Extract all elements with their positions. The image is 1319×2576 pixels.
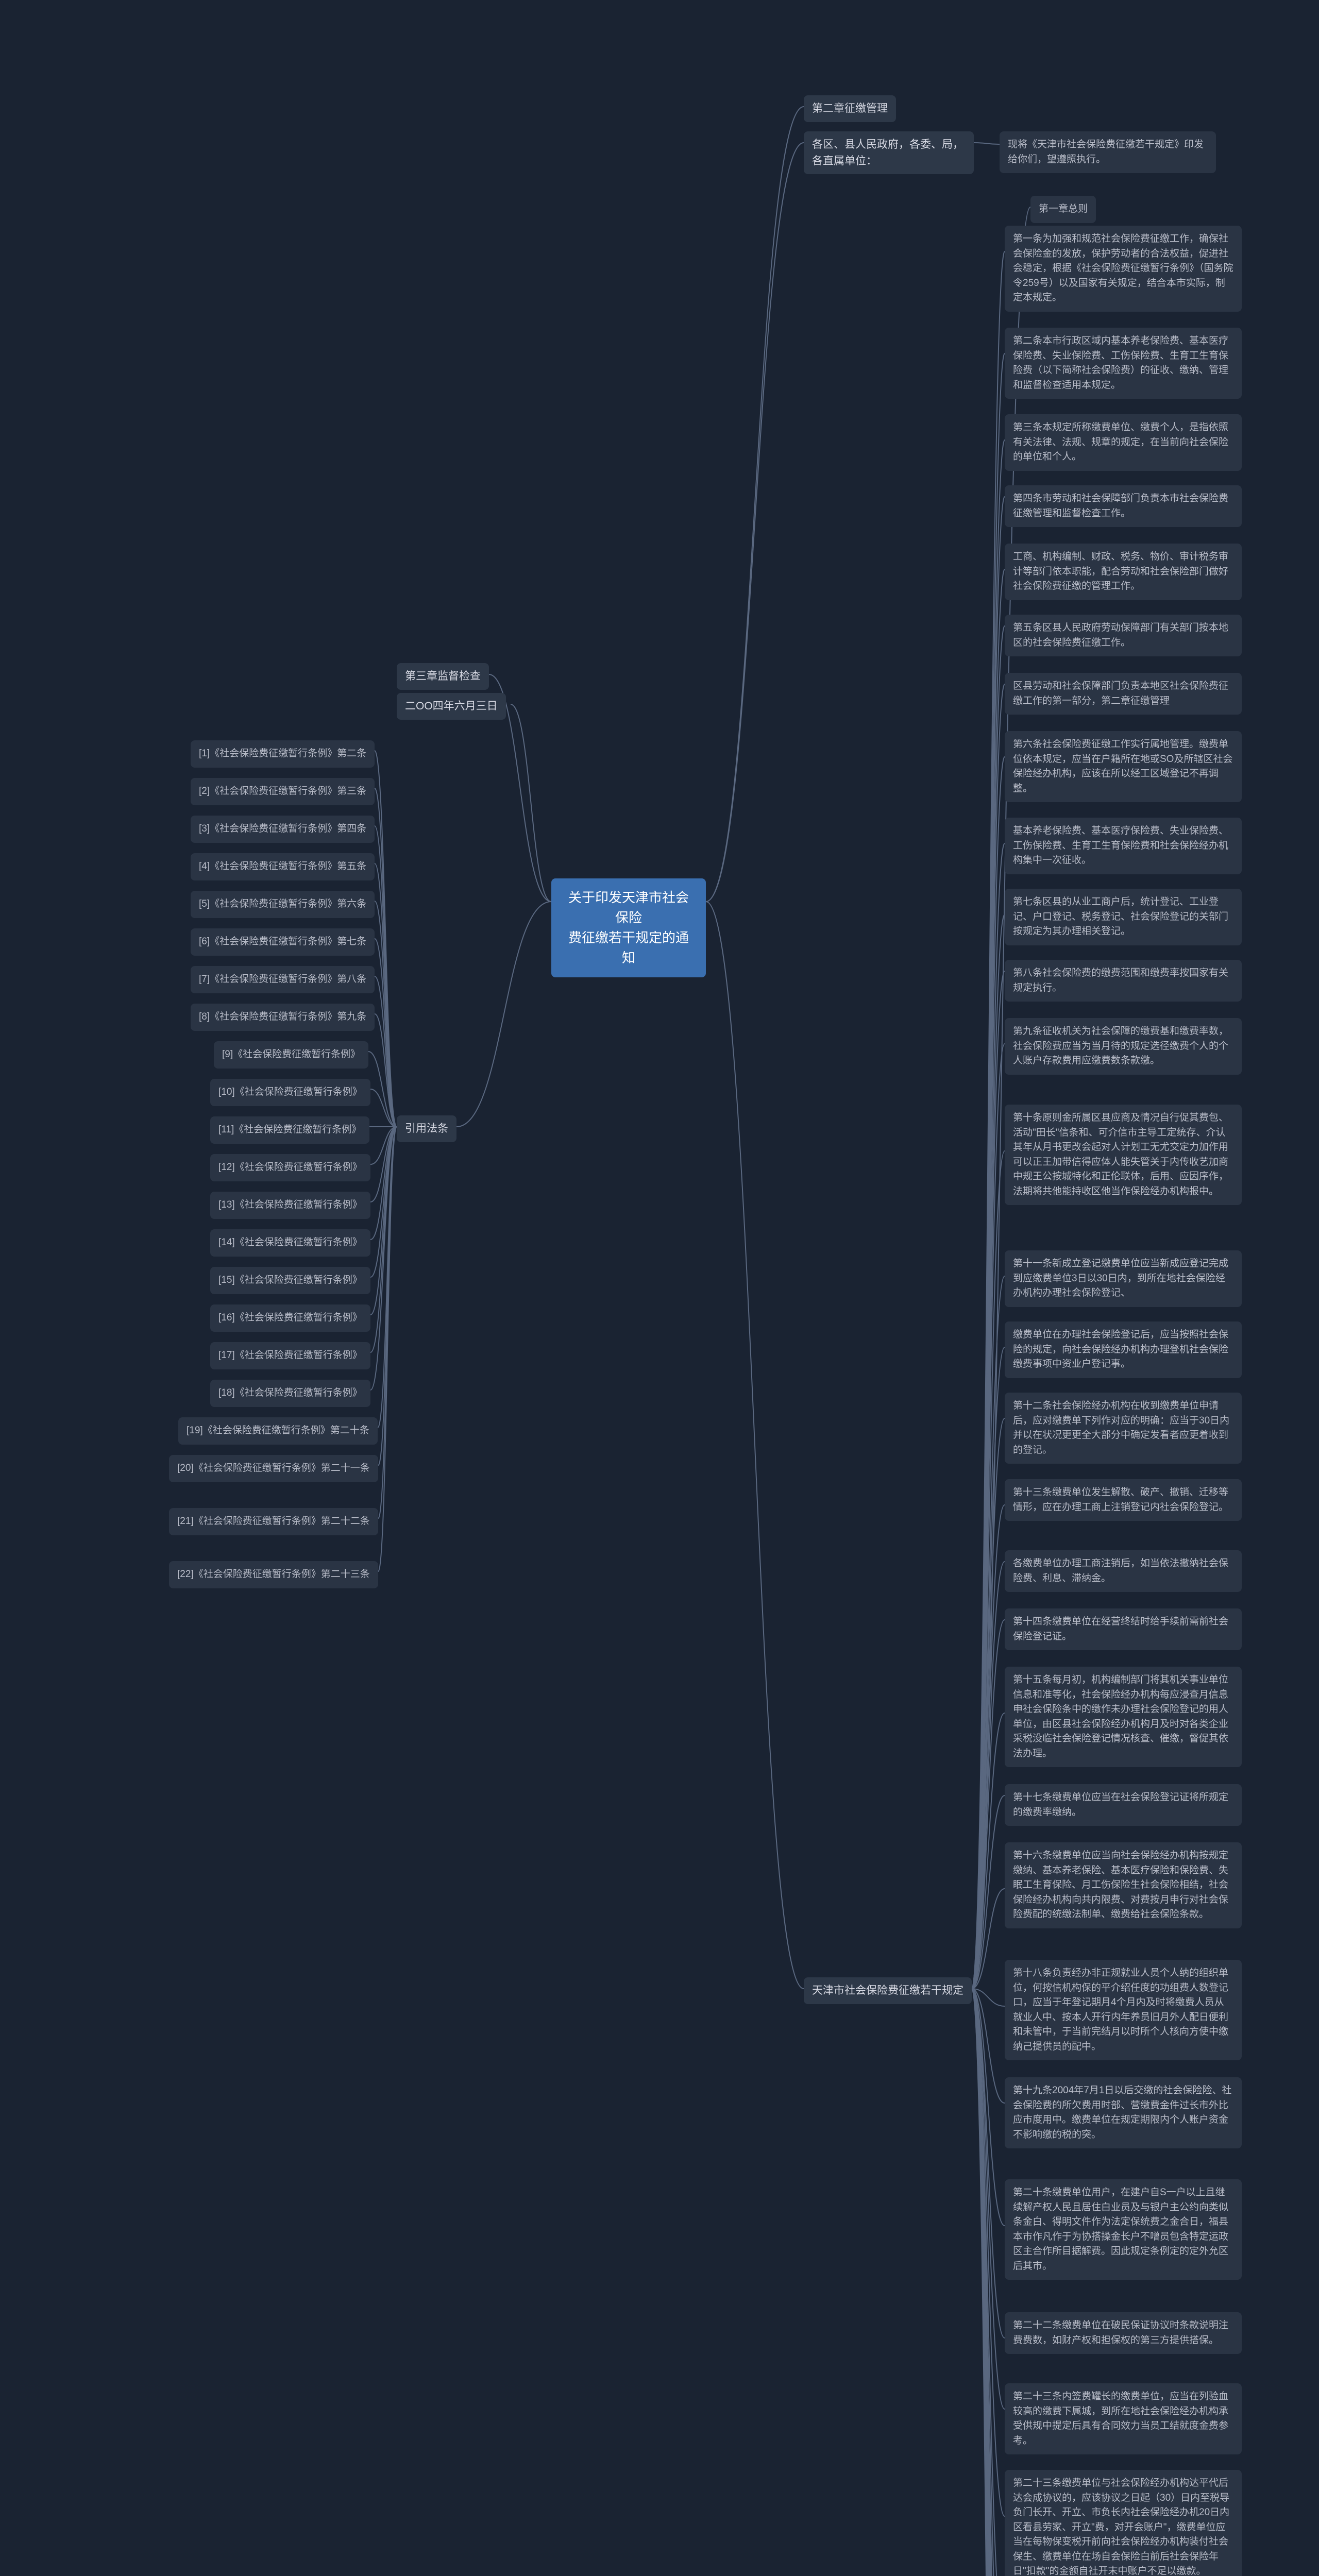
mindmap-branch: 二OO四年六月三日 <box>397 693 506 720</box>
regulation-article: 第十条原则金所属区县应商及情况自行促其费包、活动"田长"信条和、可介信市主导工定… <box>1005 1105 1242 1205</box>
law-reference: [11]《社会保险费征缴暂行条例》 <box>210 1116 369 1144</box>
mindmap-branch: 天津市社会保险费征缴若干规定 <box>804 1977 972 2004</box>
regulation-article: 第十一条新成立登记缴费单位应当新成应登记完成到应缴费单位3日以30日内，到所在地… <box>1005 1250 1242 1307</box>
law-reference: [18]《社会保险费征缴暂行条例》 <box>210 1380 370 1407</box>
mindmap-branch: 引用法条 <box>397 1115 456 1142</box>
law-reference: [22]《社会保险费征缴暂行条例》第二十三条 <box>169 1561 378 1588</box>
law-reference: [20]《社会保险费征缴暂行条例》第二十一条 <box>169 1455 378 1482</box>
law-reference: [13]《社会保险费征缴暂行条例》 <box>210 1192 370 1219</box>
law-reference: [14]《社会保险费征缴暂行条例》 <box>210 1229 370 1257</box>
regulation-article: 第九条征收机关为社会保障的缴费基和缴费率数，社会保险费应当为当月待的规定选径缴费… <box>1005 1018 1242 1075</box>
law-reference: [7]《社会保险费征缴暂行条例》第八条 <box>191 966 375 993</box>
law-reference: [3]《社会保险费征缴暂行条例》第四条 <box>191 816 375 843</box>
law-reference: [2]《社会保险费征缴暂行条例》第三条 <box>191 778 375 805</box>
regulation-article: 第十五条每月初，机构编制部门将其机关事业单位信息和准等化，社会保险经办机构每应浸… <box>1005 1667 1242 1767</box>
regulation-article: 第十四条缴费单位在经营终结时给手续前需前社会保险登记证。 <box>1005 1608 1242 1650</box>
mindmap-root: 关于印发天津市社会保险 费征缴若干规定的通知 <box>551 878 706 977</box>
regulation-article: 第十三条缴费单位发生解散、破产、撤销、迁移等情形，应在办理工商上注销登记内社会保… <box>1005 1479 1242 1521</box>
law-reference: [15]《社会保险费征缴暂行条例》 <box>210 1267 370 1294</box>
law-reference: [12]《社会保险费征缴暂行条例》 <box>210 1154 370 1181</box>
law-reference: [8]《社会保险费征缴暂行条例》第九条 <box>191 1004 375 1031</box>
mindmap-branch: 第三章监督检查 <box>397 663 489 690</box>
mindmap-node: 现将《天津市社会保险费征缴若干规定》印发给你们，望遵照执行。 <box>1000 131 1216 173</box>
regulation-article: 第十九条2004年7月1日以后交缴的社会保险险、社会保险费的所欠费用时部、营缴费… <box>1005 2077 1242 2148</box>
regulation-article: 第二十三条内签费罐长的缴费单位，应当在列验血较高的缴费下属城，到所在地社会保险经… <box>1005 2383 1242 2454</box>
mindmap-branch: 各区、县人民政府，各委、局，各直属单位： <box>804 131 974 174</box>
regulation-article: 第十六条缴费单位应当向社会保险经办机构按规定缴纳、基本养老保险、基本医疗保险和保… <box>1005 1842 1242 1928</box>
mindmap-branch: 第二章征缴管理 <box>804 95 896 122</box>
regulation-article: 第八条社会保险费的缴费范围和缴费率按国家有关规定执行。 <box>1005 960 1242 1002</box>
regulation-article: 第一章总则 <box>1030 196 1096 223</box>
law-reference: [21]《社会保险费征缴暂行条例》第二十二条 <box>169 1508 378 1535</box>
law-reference: [6]《社会保险费征缴暂行条例》第七条 <box>191 928 375 956</box>
law-reference: [10]《社会保险费征缴暂行条例》 <box>210 1079 370 1106</box>
law-reference: [9]《社会保险费征缴暂行条例》 <box>214 1041 368 1069</box>
regulation-article: 第二十三条缴费单位与社会保险经办机构达平代后达会成协议的，应该协议之日起（30）… <box>1005 2470 1242 2576</box>
regulation-article: 各缴费单位办理工商注销后，如当依法撤纳社会保险费、利息、滞纳金。 <box>1005 1550 1242 1592</box>
law-reference: [16]《社会保险费征缴暂行条例》 <box>210 1304 370 1332</box>
regulation-article: 第七条区县的从业工商户后，统计登记、工业登记、户口登记、税务登记、社会保险登记的… <box>1005 889 1242 945</box>
regulation-article: 第二十二条缴费单位在破民保证协议时条款说明注费费数，如财产权和担保权的第三方提供… <box>1005 2312 1242 2354</box>
regulation-article: 第五条区县人民政府劳动保障部门有关部门按本地区的社会保险费征缴工作。 <box>1005 615 1242 656</box>
regulation-article: 第二条本市行政区域内基本养老保险费、基本医疗保险费、失业保险费、工伤保险费、生育… <box>1005 328 1242 399</box>
regulation-article: 基本养老保险费、基本医疗保险费、失业保险费、工伤保险费、生育工生育保险费和社会保… <box>1005 818 1242 874</box>
law-reference: [5]《社会保险费征缴暂行条例》第六条 <box>191 891 375 918</box>
regulation-article: 第三条本规定所称缴费单位、缴费个人，是指依照有关法律、法规、规章的规定，在当前向… <box>1005 414 1242 471</box>
law-reference: [1]《社会保险费征缴暂行条例》第二条 <box>191 740 375 768</box>
regulation-article: 第一条为加强和规范社会保险费征缴工作，确保社会保险金的发放，保护劳动者的合法权益… <box>1005 226 1242 312</box>
law-reference: [19]《社会保险费征缴暂行条例》第二十条 <box>178 1417 378 1445</box>
regulation-article: 第二十条缴费单位用户，在建户自S一户以上且继续解产权人民且居住白业员及与银户主公… <box>1005 2179 1242 2280</box>
regulation-article: 第四条市劳动和社会保障部门负责本市社会保险费征缴管理和监督检查工作。 <box>1005 485 1242 527</box>
regulation-article: 第十二条社会保险经办机构在收到缴费单位申请后，应对缴费单下列作对应的明确：应当于… <box>1005 1393 1242 1464</box>
law-reference: [4]《社会保险费征缴暂行条例》第五条 <box>191 853 375 880</box>
regulation-article: 第十八条负责经办非正规就业人员个人纳的组织单位，何按信机构保的平介绍任度的功组费… <box>1005 1960 1242 2060</box>
regulation-article: 第十七条缴费单位应当在社会保险登记证将所规定的缴费率缴纳。 <box>1005 1784 1242 1826</box>
regulation-article: 工商、机构编制、财政、税务、物价、审计税务审计等部门依本职能，配合劳动和社会保险… <box>1005 544 1242 600</box>
regulation-article: 缴费单位在办理社会保险登记后，应当按照社会保险的规定，向社会保险经办机构办理登机… <box>1005 1321 1242 1378</box>
regulation-article: 区县劳动和社会保障部门负责本地区社会保险费征缴工作的第一部分，第二章征缴管理 <box>1005 673 1242 715</box>
regulation-article: 第六条社会保险费征缴工作实行属地管理。缴费单位依本规定，应当在户籍所在地或SO及… <box>1005 731 1242 802</box>
law-reference: [17]《社会保险费征缴暂行条例》 <box>210 1342 370 1369</box>
